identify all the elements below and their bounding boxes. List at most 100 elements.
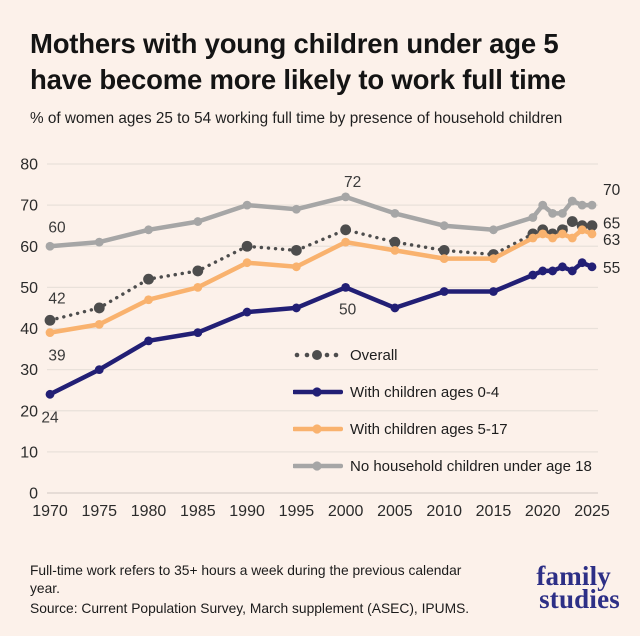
data-point <box>577 200 587 210</box>
data-point <box>193 282 203 292</box>
data-point <box>587 200 597 210</box>
data-point <box>438 244 450 256</box>
x-tick-label-2015: 2015 <box>476 503 512 520</box>
x-tick-label-1975: 1975 <box>81 503 117 520</box>
legend-label-no-children: No household children under age 18 <box>350 457 592 475</box>
data-point <box>439 287 449 296</box>
data-point <box>242 200 252 210</box>
legend-sample-shape <box>312 424 322 434</box>
y-tick-label-10: 10 <box>20 444 38 461</box>
x-tick-label-1985: 1985 <box>180 503 216 520</box>
value-label-24: 24 <box>41 409 59 426</box>
data-point <box>586 220 598 232</box>
x-tick-label-1980: 1980 <box>131 503 167 520</box>
x-tick-label-2020: 2020 <box>525 503 561 520</box>
footnote-text: Full-time work refers to 35+ hours a wee… <box>30 563 462 597</box>
legend-label-children-0-4: With children ages 0-4 <box>350 383 500 401</box>
y-tick-label-70: 70 <box>20 198 38 215</box>
value-label-42: 42 <box>48 290 65 307</box>
data-point <box>528 213 538 222</box>
data-point <box>242 307 252 317</box>
legend-sample-shape <box>312 387 322 397</box>
data-point <box>341 282 351 292</box>
data-point <box>144 336 153 346</box>
title-line-2: have become more likely to work full tim… <box>30 63 566 95</box>
data-point <box>567 233 577 243</box>
data-point <box>241 240 253 252</box>
legend-sample-shape <box>304 352 310 358</box>
data-point <box>291 204 301 214</box>
data-point <box>192 265 204 277</box>
x-tick-label-2025: 2025 <box>574 503 610 520</box>
y-tick-label-20: 20 <box>20 403 38 420</box>
data-point <box>538 200 548 210</box>
legend-label-children-5-17: With children ages 5-17 <box>350 420 508 438</box>
legend-sample-shape <box>294 352 300 358</box>
value-label-60: 60 <box>48 219 66 236</box>
legend-item-no-children: No household children under age 18 <box>293 454 613 478</box>
data-point <box>144 225 153 235</box>
data-point <box>341 192 351 202</box>
legend-sample-shape <box>312 350 322 360</box>
data-point <box>558 229 567 239</box>
end-label-70: 70 <box>603 182 621 199</box>
data-point <box>558 208 567 218</box>
y-tick-label-0: 0 <box>29 486 38 503</box>
data-point <box>94 237 104 247</box>
data-point <box>439 221 449 231</box>
data-point <box>291 303 301 313</box>
data-point <box>548 208 557 218</box>
data-point <box>390 303 400 313</box>
data-point <box>528 233 538 243</box>
source-text: Source: Current Population Survey, March… <box>30 601 470 617</box>
data-point <box>143 273 154 285</box>
y-tick-label-40: 40 <box>20 321 38 338</box>
data-point <box>94 365 104 375</box>
data-point <box>587 262 597 272</box>
end-label-55: 55 <box>603 260 620 277</box>
data-point <box>389 236 401 248</box>
x-tick-label-1990: 1990 <box>229 503 265 520</box>
data-point <box>489 287 498 296</box>
data-point <box>577 225 587 235</box>
children-0-4-line-sample-icon <box>293 387 343 397</box>
data-point <box>44 314 56 326</box>
x-tick-label-2000: 2000 <box>328 503 364 520</box>
no-children-line-sample-icon <box>293 461 343 471</box>
data-point <box>587 229 597 239</box>
legend-label-overall: Overall <box>350 346 398 364</box>
chart-legend: Overall With children ages 0-4 With chil… <box>293 343 613 491</box>
footnote: Full-time work refers to 35+ hours a wee… <box>30 562 492 619</box>
legend-sample-shape <box>312 461 322 471</box>
data-point <box>558 262 567 272</box>
logo-word-studies: studies <box>539 583 620 614</box>
data-point <box>489 254 498 263</box>
data-point <box>538 229 548 239</box>
end-label-65: 65 <box>603 216 620 233</box>
data-point <box>548 266 557 276</box>
chart-subtitle: % of women ages 25 to 54 working full ti… <box>30 110 563 127</box>
legend-item-children-5-17: With children ages 5-17 <box>293 417 613 441</box>
y-tick-label-80: 80 <box>20 157 38 174</box>
data-point <box>390 245 400 255</box>
data-point <box>489 225 498 235</box>
x-tick-label-2010: 2010 <box>426 503 462 520</box>
data-point <box>567 266 577 276</box>
logo-word-family: family <box>536 561 611 591</box>
title-line-1: Mothers with young children under age 5 <box>30 28 559 59</box>
data-point <box>538 266 548 276</box>
data-point <box>548 233 557 243</box>
y-tick-label-60: 60 <box>20 239 38 256</box>
x-tick-label-1995: 1995 <box>279 503 315 520</box>
x-tick-label-2005: 2005 <box>377 503 413 520</box>
y-tick-label-50: 50 <box>20 280 38 297</box>
value-label-50: 50 <box>339 301 357 318</box>
data-point <box>45 328 55 338</box>
data-point <box>193 217 203 226</box>
legend-sample-shape <box>324 352 330 358</box>
children-5-17-line-sample-icon <box>293 424 343 434</box>
value-label-39: 39 <box>48 348 65 365</box>
data-point <box>390 208 400 218</box>
